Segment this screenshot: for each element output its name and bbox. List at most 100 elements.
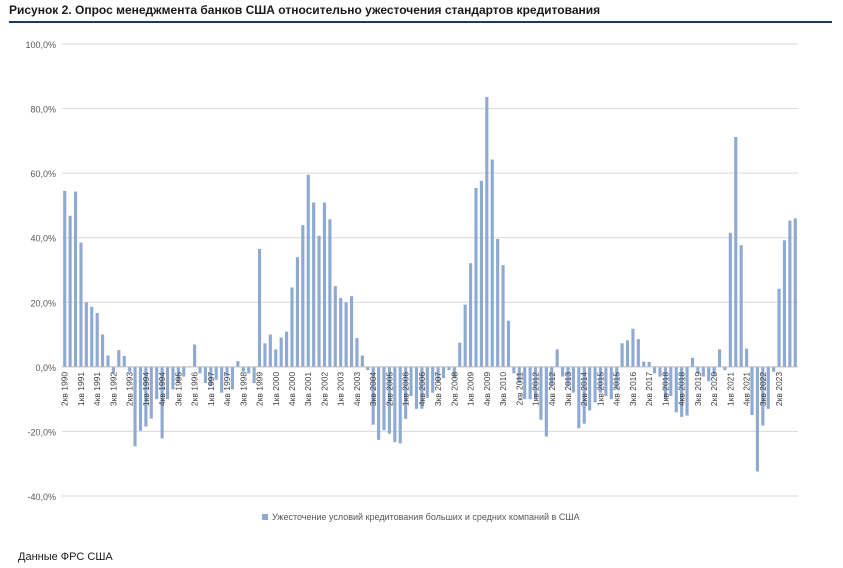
bar <box>615 366 619 390</box>
bar <box>463 304 467 367</box>
bar <box>750 366 754 415</box>
bar <box>745 348 749 367</box>
bar <box>371 366 375 425</box>
bar <box>355 338 359 367</box>
bar <box>128 366 132 372</box>
bar <box>420 366 424 409</box>
figure-title: Рисунок 2. Опрос менеджмента банков США … <box>9 3 601 17</box>
bar <box>490 159 494 367</box>
bar <box>236 361 240 367</box>
x-tick-label: 3кв 2022 <box>758 372 768 407</box>
bar <box>696 366 700 374</box>
bar <box>485 96 489 367</box>
bar <box>620 343 624 367</box>
bar <box>111 366 115 374</box>
x-tick-label: 2кв 2005 <box>384 372 394 407</box>
bar <box>225 366 229 377</box>
bar <box>263 343 267 367</box>
bar <box>257 249 262 367</box>
bar <box>155 366 159 400</box>
y-tick-label: 60,0% <box>30 169 56 179</box>
x-tick-label: 3кв 2001 <box>303 372 313 407</box>
bar <box>301 225 305 367</box>
x-tick-label: 3кв 1998 <box>238 372 248 407</box>
bar <box>230 366 235 390</box>
bar <box>339 298 343 367</box>
x-tick-label: 1кв 2006 <box>401 372 411 407</box>
bar <box>349 296 354 367</box>
bar <box>79 242 83 367</box>
bar <box>761 366 765 426</box>
bar <box>772 366 776 372</box>
y-tick-label: 0,0% <box>35 363 56 373</box>
bar <box>160 366 164 439</box>
y-tick-label: -40,0% <box>27 492 56 502</box>
bar <box>577 366 581 429</box>
bar <box>138 366 143 431</box>
x-tick-label: 1кв 2015 <box>595 372 605 407</box>
bar <box>734 136 738 367</box>
x-tick-label: 1кв 1991 <box>76 372 86 407</box>
bar-chart: -40,0% -20,0% 0,0% 20,0% 40,0% 60,0% 80,0% 100,… <box>25 40 798 522</box>
legend: Ужесточение условий кредитования больших… <box>262 512 580 522</box>
bar <box>441 366 446 379</box>
bar <box>669 366 673 396</box>
bar <box>306 174 310 367</box>
bar <box>593 366 597 403</box>
x-tick-label: 2кв 2017 <box>644 372 654 407</box>
bar <box>171 366 175 390</box>
x-tick-label: 4кв 2015 <box>612 372 622 407</box>
bar <box>328 219 332 367</box>
bar <box>144 366 148 427</box>
bar <box>425 366 429 398</box>
x-tick-label: 3кв 2013 <box>563 372 573 407</box>
source-note: Данные ФРС США <box>18 551 113 563</box>
bar <box>588 366 592 411</box>
bar <box>701 366 705 377</box>
x-tick-label: 3кв 2007 <box>433 372 443 407</box>
bar <box>631 328 635 367</box>
bars <box>63 96 797 472</box>
x-tick-label: 1кв 2000 <box>271 372 281 407</box>
bar <box>636 339 640 367</box>
bar <box>458 342 462 367</box>
bar <box>220 366 224 393</box>
x-tick-label: 4кв 2009 <box>482 372 492 407</box>
bar <box>533 366 538 400</box>
x-tick-label: 4кв 1997 <box>222 372 232 407</box>
bar <box>203 366 207 383</box>
bar <box>366 366 370 371</box>
bar <box>555 349 559 367</box>
bar <box>149 366 153 419</box>
bar <box>252 366 256 383</box>
bar <box>528 366 532 400</box>
bar <box>712 366 716 377</box>
bar <box>404 366 408 419</box>
bar <box>739 245 743 367</box>
bar <box>133 366 137 447</box>
bar <box>101 334 105 367</box>
bar <box>68 215 72 367</box>
bar <box>398 366 402 444</box>
x-tick-label: 4кв 2012 <box>547 372 557 407</box>
bar <box>544 366 548 437</box>
chart-container: -40,0% -20,0% 0,0% 20,0% 40,0% 60,0% 80,0% 100,… <box>0 26 843 546</box>
bar <box>312 202 316 367</box>
bar <box>95 312 99 367</box>
x-axis: 2кв 1990 1кв 1991 4кв 1991 3кв 1992 2кв 1993… <box>60 372 784 407</box>
bar <box>198 366 202 374</box>
x-tick-label: 3кв 2010 <box>498 372 508 407</box>
bar <box>642 361 646 367</box>
bar <box>647 362 651 367</box>
x-tick-label: 1кв 2018 <box>660 372 670 407</box>
bar <box>728 232 732 367</box>
bar <box>582 366 586 424</box>
x-tick-label: 4кв 1991 <box>92 372 102 407</box>
x-tick-label: 3кв 2019 <box>693 372 703 407</box>
bar <box>550 366 554 387</box>
bar <box>84 302 88 367</box>
bar <box>106 355 110 367</box>
bar <box>777 288 781 367</box>
y-tick-label: 40,0% <box>30 234 56 244</box>
x-tick-label: 4кв 2003 <box>352 372 362 407</box>
